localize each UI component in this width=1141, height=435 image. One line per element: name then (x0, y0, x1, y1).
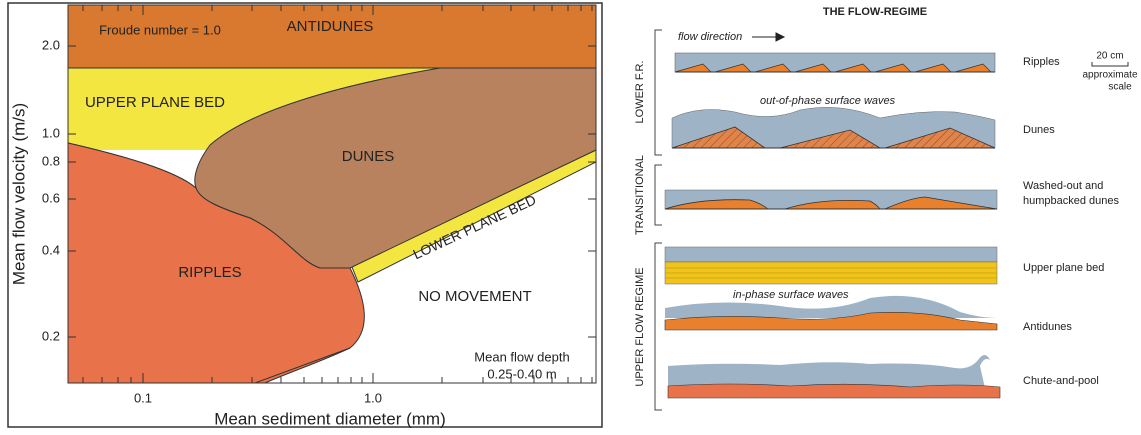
y-tick-label: 0.8 (42, 153, 60, 168)
flow-direction: flow direction (678, 31, 742, 43)
ripples-sketch (675, 53, 995, 72)
scale-bar (1092, 62, 1128, 66)
x-tick-label: 1.0 (364, 390, 382, 405)
region-label: DUNES (342, 148, 395, 165)
region-label: ANTIDUNES (287, 18, 374, 35)
y-tick-label: 0.6 (42, 190, 60, 205)
chute-pool-bed (668, 384, 1000, 398)
annotation: in-phase surface waves (733, 289, 849, 301)
y-tick-label: 0.2 (42, 328, 60, 343)
page: {"left_panel": { "y_axis_title": "Mean f… (0, 0, 1141, 430)
bedform-label: Antidunes (1023, 321, 1072, 333)
phase-plot (68, 5, 596, 383)
region-label: UPPER PLANE BED (85, 94, 225, 111)
x-axis-title: Mean sediment diameter (mm) (214, 409, 445, 428)
regime-label: LOWER F.R. (634, 61, 646, 124)
y-axis-title: Mean flow velocity (m/s) (9, 103, 28, 285)
bedform-label: Ripples (1023, 56, 1060, 68)
regime-label: UPPER FLOW REGIME (634, 267, 646, 386)
water (665, 247, 997, 262)
bedform-label: Washed-out and (1023, 180, 1103, 192)
region-label: NO MOVEMENT (418, 288, 531, 305)
bedform-label: Dunes (1023, 124, 1055, 136)
bedform-label: Chute-and-pool (1023, 375, 1099, 387)
figure: Froude number = 1.0 ANTIDUNES UPPER PLAN… (0, 0, 1141, 430)
depth-note: Mean flow depth (474, 349, 569, 364)
water (668, 355, 990, 388)
bedform-label: Upper plane bed (1023, 262, 1104, 274)
y-tick-label: 0.4 (42, 242, 60, 257)
right-title: THE FLOW-REGIME (823, 6, 927, 18)
regime-brackets (655, 30, 662, 410)
flow-arrow (752, 33, 784, 41)
y-tick-label: 1.0 (42, 125, 60, 140)
region-label: RIPPLES (178, 264, 241, 281)
regime-label: TRANSITIONAL (634, 155, 646, 235)
x-tick-label: 0.1 (134, 390, 152, 405)
depth-note: 0.25-0.40 m (487, 366, 556, 381)
scale-label: scale (1108, 82, 1132, 93)
annotation: out-of-phase surface waves (760, 95, 896, 107)
bedform-label: humpbacked dunes (1023, 195, 1120, 207)
y-tick-label: 2.0 (42, 37, 60, 52)
scale-label: 20 cm (1096, 51, 1123, 62)
scale-label: approximate (1082, 70, 1137, 81)
froude-label: Froude number = 1.0 (99, 22, 221, 37)
